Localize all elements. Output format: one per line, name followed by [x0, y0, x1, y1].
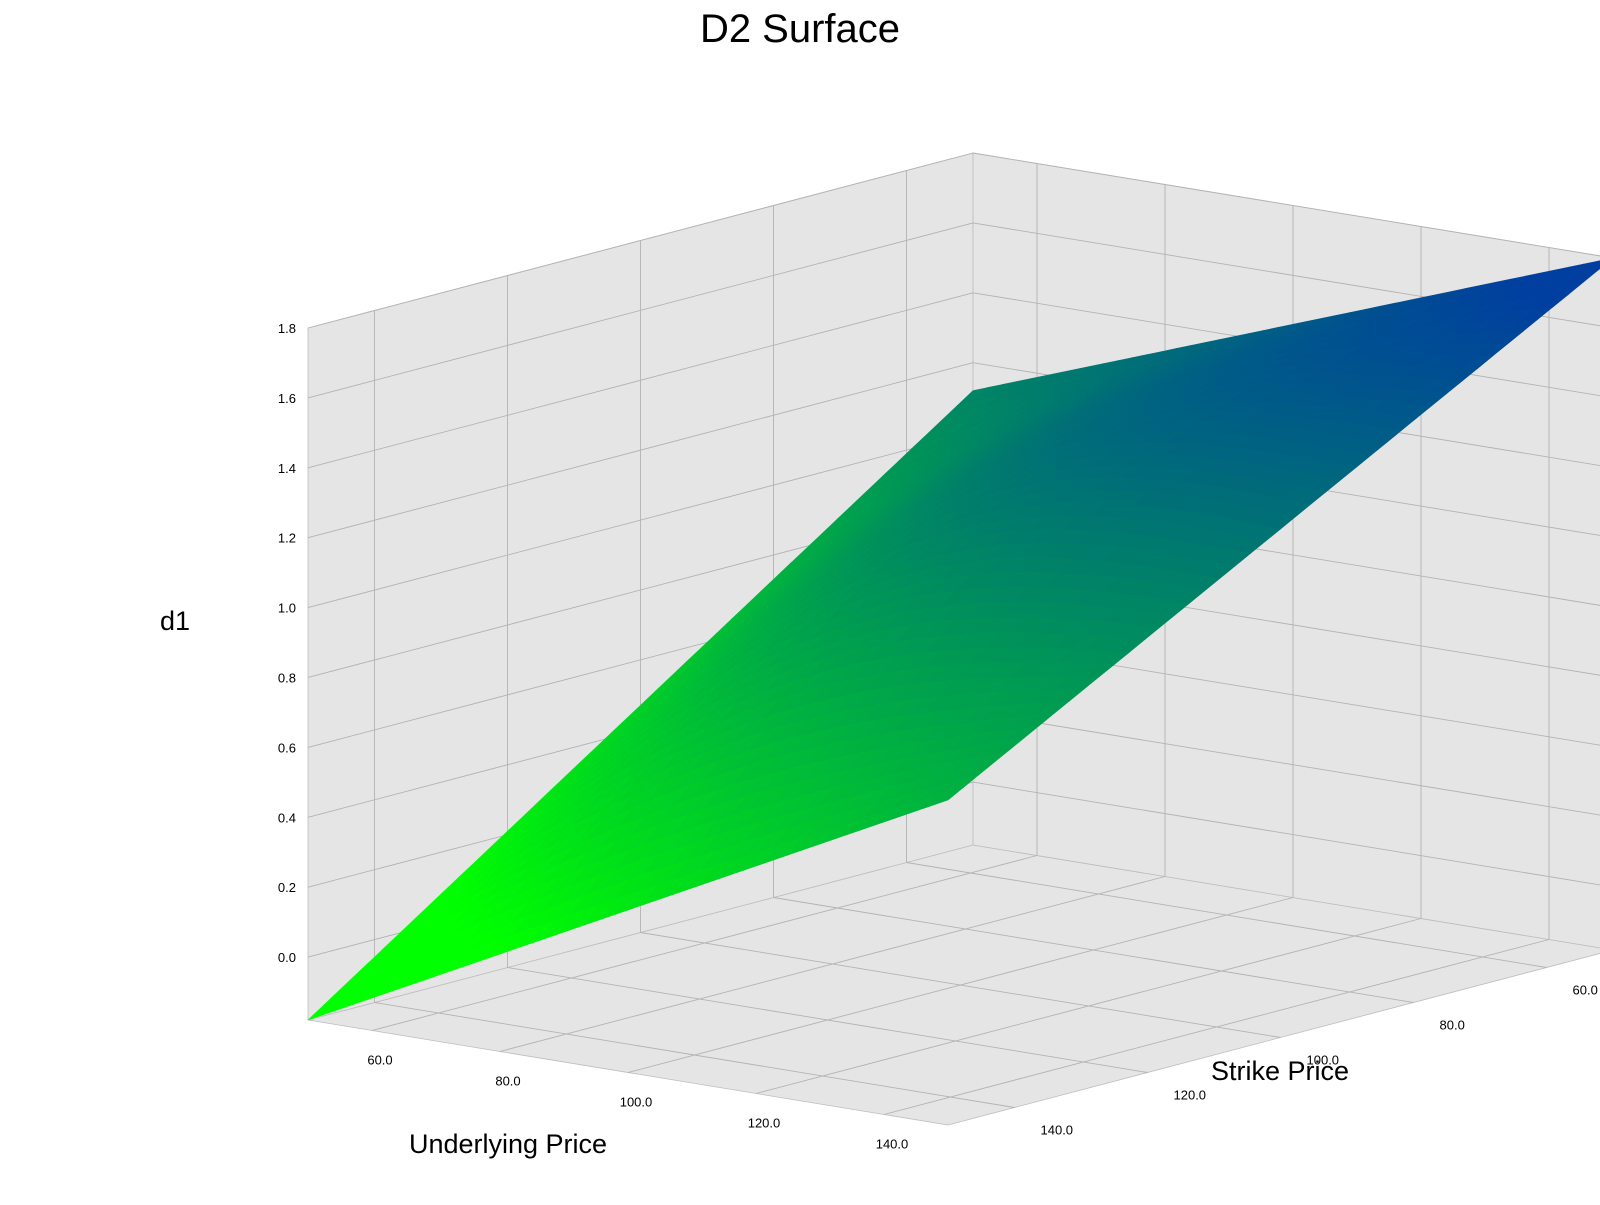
x-tick-label: 60.0	[367, 1053, 392, 1068]
z-tick-label: 1.8	[278, 321, 296, 336]
grid-line-y-floor	[640, 932, 1281, 1038]
tick-labels: 60.0 80.0 100.0 120.0 140.0 60.0 80.0 100.0 120.…	[278, 321, 1598, 1152]
grid-line-y-floor	[773, 897, 1414, 1003]
grid-line-z-back	[972, 152, 1600, 257]
y-tick-label: 140.0	[1041, 1123, 1074, 1138]
z-axis-title: d1	[160, 606, 190, 636]
grid-line-z-left	[307, 432, 974, 609]
z-tick-label: 0.6	[278, 740, 296, 755]
grid-line-z-left	[307, 362, 974, 539]
z-tick-label: 1.4	[278, 461, 296, 476]
z-tick-label: 1.6	[278, 391, 296, 406]
grid-line-y-floor	[906, 862, 1547, 968]
x-tick-label: 140.0	[876, 1137, 909, 1152]
y-tick-label: 120.0	[1174, 1088, 1207, 1103]
z-tick-label: 0.0	[278, 950, 296, 965]
z-tick-label: 1.2	[278, 531, 296, 546]
z-tick-label: 0.2	[278, 880, 296, 895]
x-tick-label: 80.0	[495, 1074, 520, 1089]
x-tick-label: 120.0	[748, 1116, 781, 1131]
z-tick-label: 0.8	[278, 671, 296, 686]
grid-line-y-floor	[374, 1002, 1015, 1108]
grid-line-z-left	[307, 152, 974, 329]
grid-line-z-back	[972, 711, 1600, 816]
y-tick-label: 60.0	[1573, 983, 1598, 998]
grid-lines	[307, 152, 1600, 1115]
grid-line-z-left	[307, 222, 974, 399]
chart-title: D2 Surface	[700, 7, 900, 51]
y-axis-title: Strike Price	[1211, 1056, 1349, 1086]
y-tick-label: 80.0	[1440, 1018, 1465, 1033]
z-tick-label: 0.4	[278, 810, 296, 825]
surface-patch	[933, 787, 964, 806]
x-tick-label: 100.0	[620, 1095, 653, 1110]
z-tick-label: 1.0	[278, 601, 296, 616]
x-axis-title: Underlying Price	[409, 1129, 607, 1159]
grid-line-y-floor	[507, 967, 1148, 1073]
y-tick-label: 100.0	[1307, 1053, 1340, 1068]
surface-mesh	[307, 260, 1600, 1021]
grid-line-z-left	[307, 292, 974, 469]
grid-line-z-back	[972, 781, 1600, 886]
